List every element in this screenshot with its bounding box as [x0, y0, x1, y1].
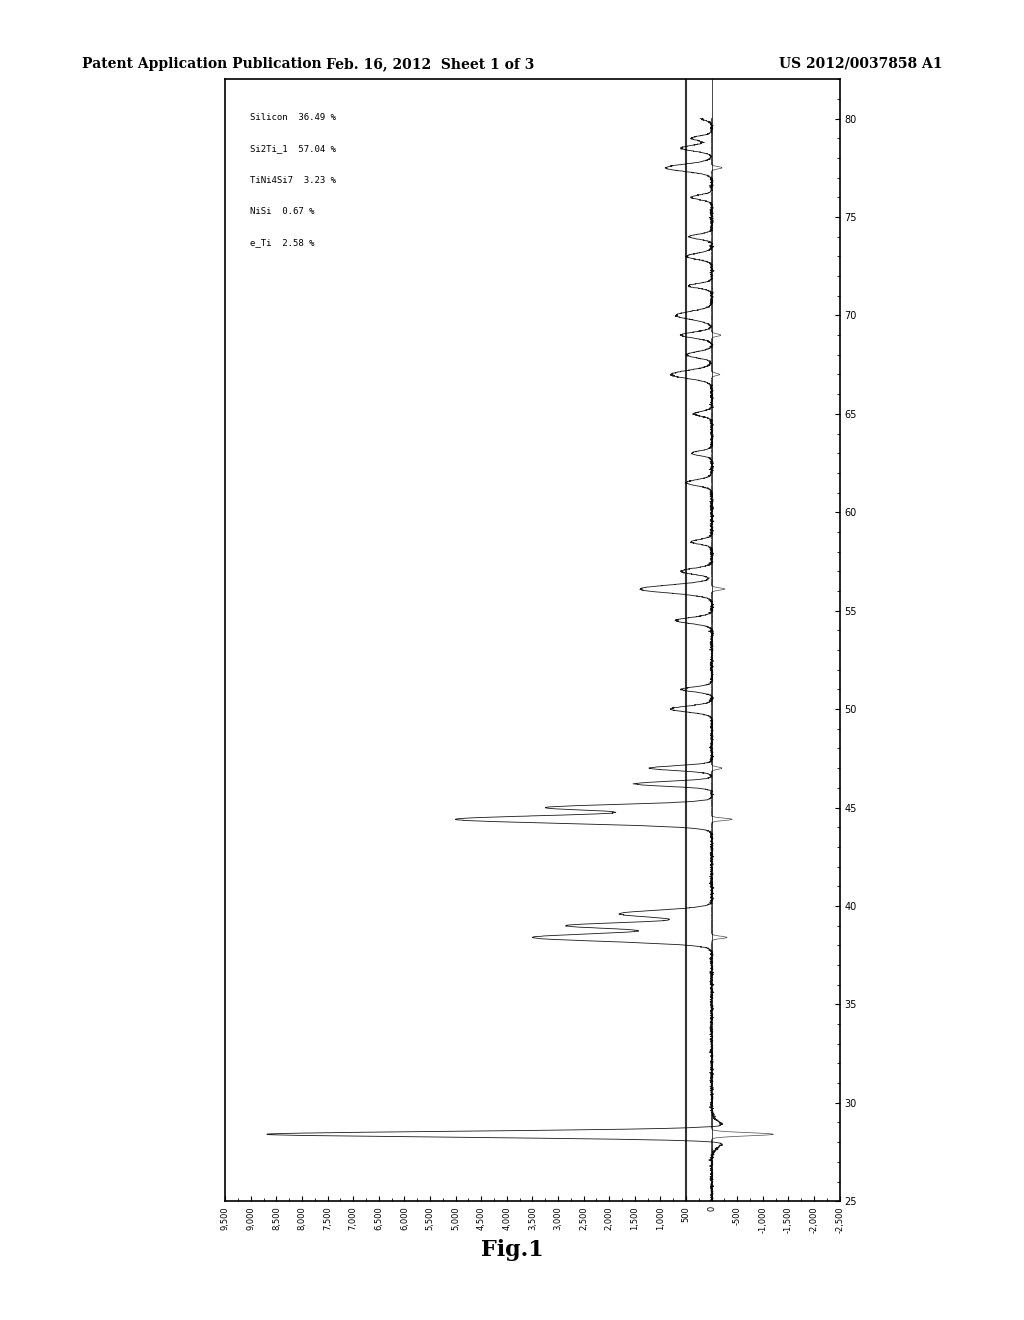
Text: US 2012/0037858 A1: US 2012/0037858 A1 — [778, 57, 942, 71]
Text: Patent Application Publication: Patent Application Publication — [82, 57, 322, 71]
Text: Feb. 16, 2012  Sheet 1 of 3: Feb. 16, 2012 Sheet 1 of 3 — [326, 57, 535, 71]
Text: e_Ti  2.58 %: e_Ti 2.58 % — [250, 239, 314, 248]
Text: Si2Ti_1  57.04 %: Si2Ti_1 57.04 % — [250, 144, 336, 153]
Text: Silicon  36.49 %: Silicon 36.49 % — [250, 114, 336, 121]
Text: Fig.1: Fig.1 — [480, 1238, 544, 1261]
Text: NiSi  0.67 %: NiSi 0.67 % — [250, 207, 314, 216]
Text: TiNi4Si7  3.23 %: TiNi4Si7 3.23 % — [250, 176, 336, 185]
